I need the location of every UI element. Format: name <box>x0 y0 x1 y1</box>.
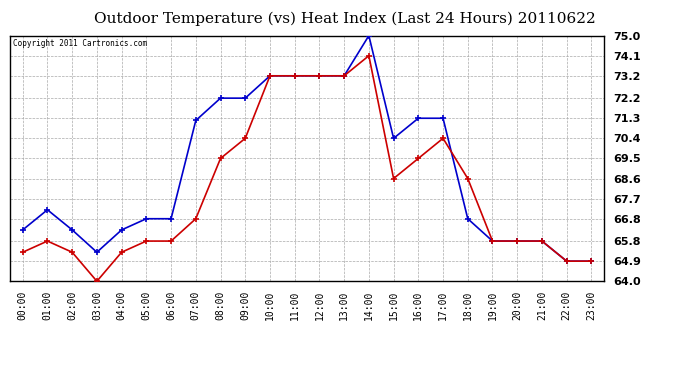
Text: Copyright 2011 Cartronics.com: Copyright 2011 Cartronics.com <box>13 39 148 48</box>
Text: Outdoor Temperature (vs) Heat Index (Last 24 Hours) 20110622: Outdoor Temperature (vs) Heat Index (Las… <box>94 11 596 26</box>
